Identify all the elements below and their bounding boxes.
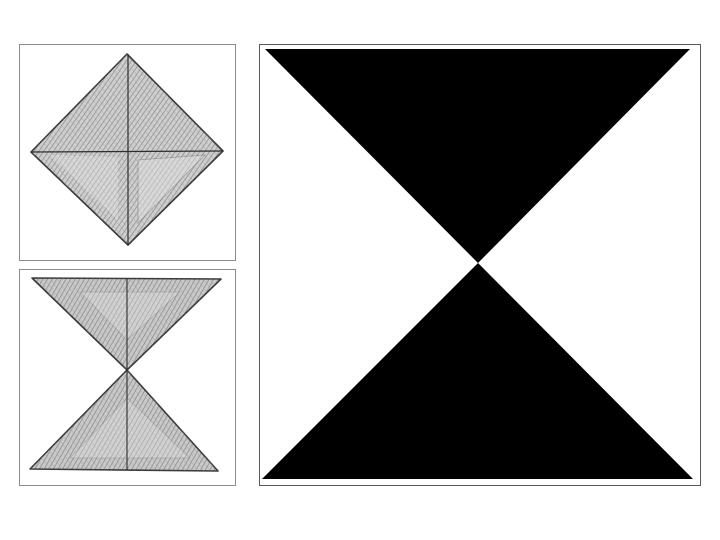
main-hourglass-panel xyxy=(259,44,701,486)
main-bottom-triangle xyxy=(262,263,693,479)
main-top-triangle xyxy=(265,49,690,263)
sketch-hourglass-panel xyxy=(19,269,236,486)
sketch-hourglass-drawing xyxy=(29,277,222,472)
main-hourglass-drawing xyxy=(262,49,693,479)
sketch-diamond-drawing xyxy=(30,53,224,246)
diamond-horizontal-line xyxy=(30,150,224,153)
sketch-diamond-panel xyxy=(19,44,236,261)
